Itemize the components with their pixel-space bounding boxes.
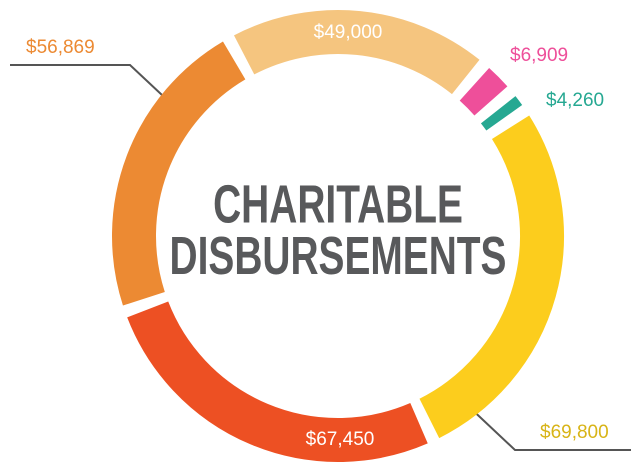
donut-segment — [112, 41, 246, 306]
donut-segment — [459, 67, 508, 116]
data-label: $67,450 — [306, 429, 375, 450]
data-label: $49,000 — [314, 22, 383, 43]
donut-segment — [127, 301, 428, 462]
donut-segment — [419, 115, 564, 439]
leader-line — [10, 64, 179, 111]
chart-title: CHARITABLE — [213, 173, 463, 234]
donut-segment — [234, 10, 480, 95]
data-label: $69,800 — [540, 422, 609, 443]
data-label: $4,260 — [546, 90, 604, 111]
leader-line — [464, 402, 631, 451]
data-label: $6,909 — [510, 45, 568, 66]
donut-segment — [480, 96, 523, 131]
data-label: $56,869 — [26, 37, 95, 58]
title-group: CHARITABLE DISBURSEMENTS — [170, 173, 507, 286]
chart-title: DISBURSEMENTS — [170, 225, 507, 286]
